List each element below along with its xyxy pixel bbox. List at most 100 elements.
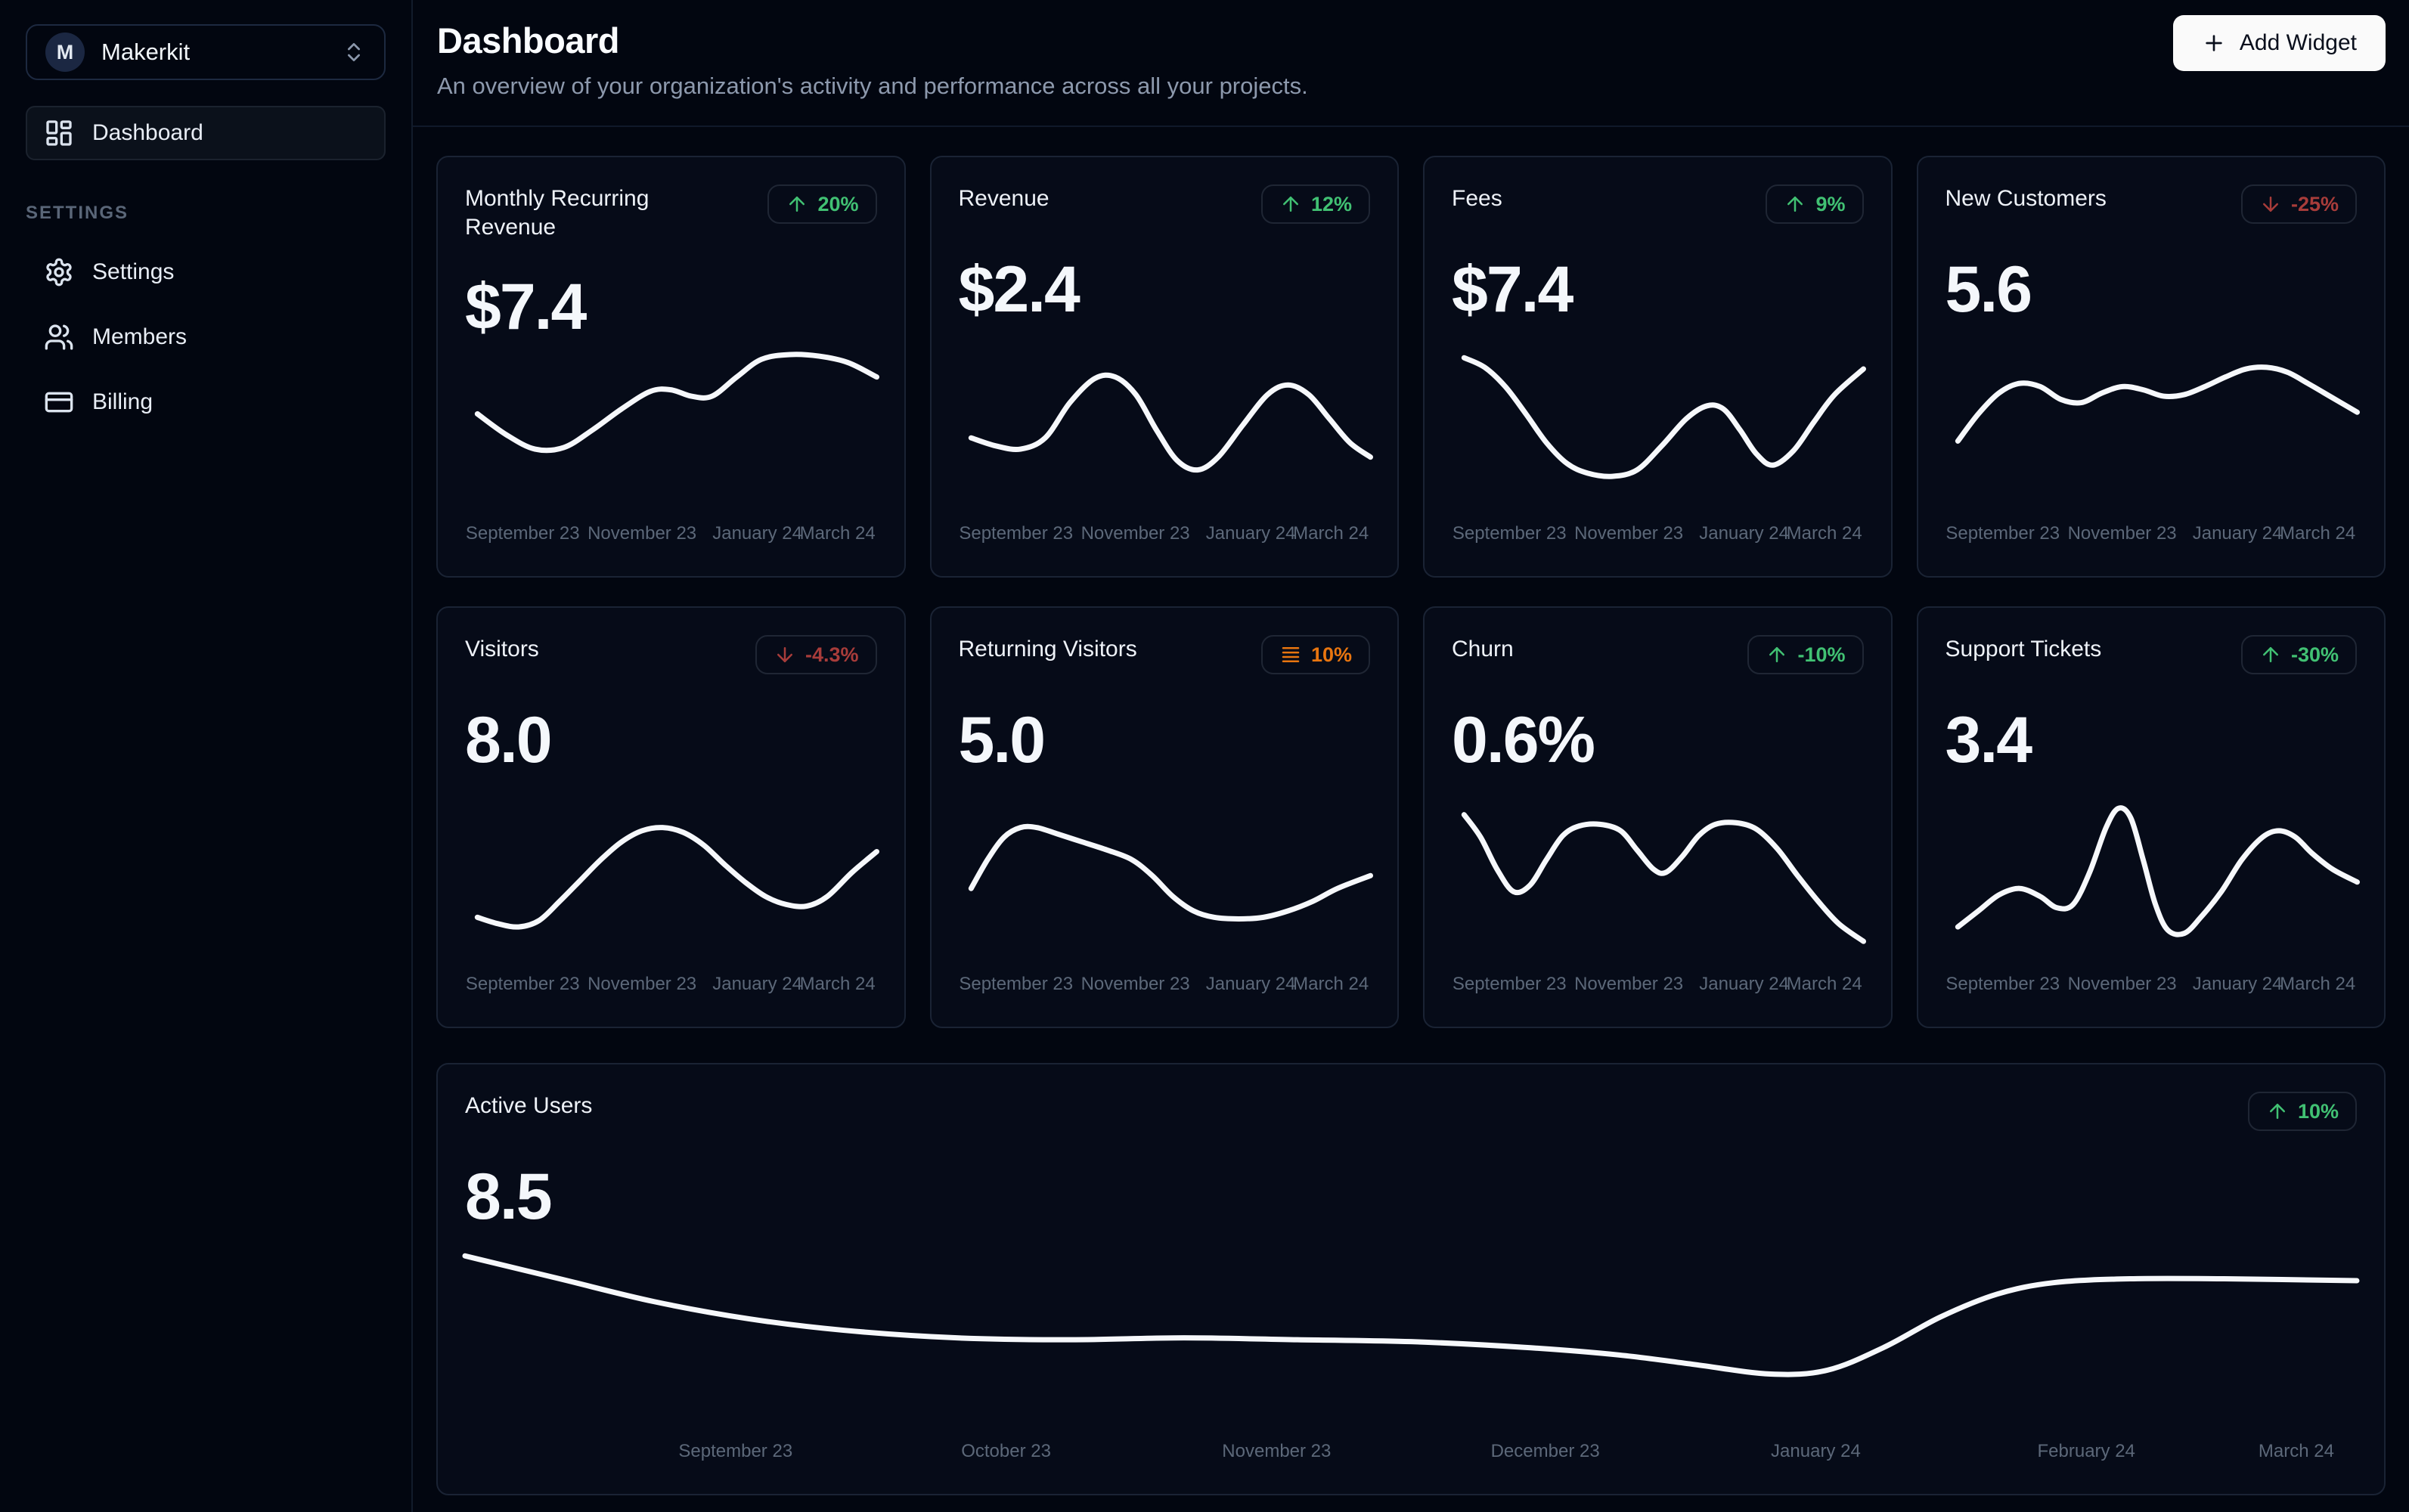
metric-card: Visitors -4.3% 8.0 September 23 November … — [436, 606, 906, 1028]
x-axis-tick-label: November 23 — [1574, 974, 1684, 994]
metric-value: 8.5 — [465, 1160, 553, 1233]
metric-value: $7.4 — [465, 271, 587, 343]
metric-value: 8.0 — [465, 704, 553, 776]
metric-title: Revenue — [958, 186, 1049, 211]
layout-dashboard-icon — [44, 118, 74, 148]
x-axis-tick-label: January 24 — [1771, 1441, 1861, 1461]
sparkline-svg — [1945, 342, 2358, 502]
sidebar-item-billing[interactable]: Billing — [26, 375, 386, 429]
x-axis-labels: September 23 November 23 January 24 March 2… — [959, 963, 1371, 1007]
trend-badge: 10% — [2247, 1092, 2357, 1131]
main-content: Dashboard An overview of your organizati… — [413, 0, 2409, 1512]
metric-card: Churn -10% 0.6% September 23 November 23 J… — [1423, 606, 1893, 1028]
sparkline-svg — [465, 342, 877, 502]
sparkline-chart: September 23 October 23 November 23 Decembe… — [465, 1229, 2357, 1474]
metric-title: Support Tickets — [1945, 637, 2102, 662]
sparkline-svg — [465, 792, 877, 953]
sidebar-item-label: Dashboard — [92, 120, 203, 145]
trend-value: -4.3% — [805, 643, 859, 666]
metric-value: 5.6 — [1945, 253, 2033, 326]
x-axis-tick-label: September 23 — [959, 523, 1074, 544]
metric-value: 0.6% — [1452, 704, 1595, 776]
x-axis-tick-label: September 23 — [1945, 974, 2060, 994]
sparkline-svg — [1452, 792, 1864, 953]
x-axis-tick-label: March 24 — [2280, 523, 2356, 544]
arrow-up-icon — [1279, 193, 1302, 215]
arrow-down-icon — [774, 643, 796, 666]
sparkline-svg — [465, 1229, 2357, 1420]
x-axis-tick-label: September 23 — [678, 1441, 793, 1461]
x-axis-tick-label: January 24 — [2192, 523, 2283, 544]
page-title: Dashboard — [437, 20, 620, 60]
metric-card: New Customers -25% 5.6 September 23 Novem… — [1916, 156, 2386, 578]
x-axis-tick-label: October 23 — [961, 1441, 1051, 1461]
metric-card-grid: Monthly Recurring Revenue 20% $7.4 Septe… — [436, 156, 2386, 1028]
sidebar-item-label: Members — [92, 324, 188, 349]
users-icon — [44, 322, 74, 352]
wide-card-slot: Active Users 10% 8.5 September 23 October… — [436, 1063, 2386, 1495]
x-axis-tick-label: September 23 — [959, 974, 1074, 994]
x-axis-tick-label: January 24 — [1205, 974, 1296, 994]
trend-badge: 20% — [767, 184, 877, 224]
x-axis-tick-label: January 24 — [1699, 523, 1789, 544]
metric-title: New Customers — [1945, 186, 2107, 211]
sparkline-chart: September 23 November 23 January 24 March 2… — [1945, 792, 2358, 1007]
main-nav: Dashboard — [26, 106, 386, 160]
sidebar-section-label: Settings — [26, 203, 129, 223]
metric-value: $2.4 — [958, 253, 1080, 326]
sidebar-item-dashboard[interactable]: Dashboard — [26, 106, 386, 160]
sidebar-item-settings[interactable]: Settings — [26, 245, 386, 299]
x-axis-tick-label: November 23 — [2067, 974, 2177, 994]
chevrons-up-down-icon — [342, 40, 366, 64]
x-axis-tick-label: March 24 — [1786, 523, 1862, 544]
x-axis-tick-label: September 23 — [465, 974, 580, 994]
x-axis-tick-label: November 23 — [1222, 1441, 1332, 1461]
x-axis-tick-label: September 23 — [1945, 523, 2060, 544]
x-axis-tick-label: March 24 — [799, 523, 876, 544]
x-axis-tick-label: September 23 — [1452, 974, 1567, 994]
x-axis-tick-label: March 24 — [799, 974, 876, 994]
credit-card-icon — [44, 387, 74, 417]
add-widget-label: Add Widget — [2239, 30, 2357, 55]
trend-badge: -25% — [2240, 184, 2357, 224]
arrow-up-icon — [2259, 643, 2282, 666]
x-axis-tick-label: February 24 — [2037, 1441, 2135, 1461]
x-axis-labels: September 23 November 23 January 24 March 2… — [1452, 513, 1864, 556]
trend-value: 12% — [1310, 192, 1352, 215]
sparkline-chart: September 23 November 23 January 24 March 2… — [1452, 342, 1864, 556]
sparkline-chart: September 23 November 23 January 24 March 2… — [465, 792, 877, 1007]
sparkline-svg — [959, 792, 1371, 953]
trend-badge: 12% — [1260, 184, 1370, 224]
arrow-up-icon — [786, 193, 808, 215]
trend-value: -30% — [2290, 643, 2339, 666]
sparkline-svg — [959, 342, 1371, 502]
trend-value: 20% — [817, 192, 859, 215]
metric-card: Fees 9% $7.4 September 23 November 23 Janu… — [1423, 156, 1893, 578]
workspace-avatar: M — [45, 33, 85, 72]
metric-title: Returning Visitors — [958, 637, 1137, 662]
trend-badge: 10% — [1260, 635, 1370, 674]
x-axis-tick-label: November 23 — [2067, 523, 2177, 544]
x-axis-tick-label: March 24 — [2258, 1441, 2334, 1461]
plus-icon — [2202, 31, 2226, 55]
x-axis-labels: September 23 November 23 January 24 March 2… — [465, 513, 877, 556]
metric-value: 5.0 — [958, 704, 1046, 776]
x-axis-tick-label: September 23 — [1452, 523, 1567, 544]
x-axis-labels: September 23 November 23 January 24 March 2… — [959, 513, 1371, 556]
x-axis-tick-label: December 23 — [1490, 1441, 1600, 1461]
metric-title: Active Users — [465, 1093, 593, 1118]
x-axis-tick-label: November 23 — [588, 974, 697, 994]
x-axis-labels: September 23 November 23 January 24 March 2… — [465, 963, 877, 1007]
x-axis-tick-label: November 23 — [1080, 523, 1190, 544]
settings-nav: Settings Members Billing — [26, 245, 386, 429]
metric-title: Visitors — [465, 637, 539, 662]
add-widget-button[interactable]: Add Widget — [2172, 15, 2386, 71]
arrow-down-icon — [2259, 193, 2282, 215]
metric-card: Revenue 12% $2.4 September 23 November 23… — [929, 156, 1399, 578]
trend-badge: -10% — [1747, 635, 1864, 674]
x-axis-labels: September 23 November 23 January 24 March 2… — [1945, 513, 2358, 556]
sparkline-chart: September 23 November 23 January 24 March 2… — [1945, 342, 2358, 556]
sidebar-item-members[interactable]: Members — [26, 310, 386, 364]
trend-badge: 9% — [1766, 184, 1864, 224]
workspace-selector[interactable]: M Makerkit — [26, 24, 386, 80]
